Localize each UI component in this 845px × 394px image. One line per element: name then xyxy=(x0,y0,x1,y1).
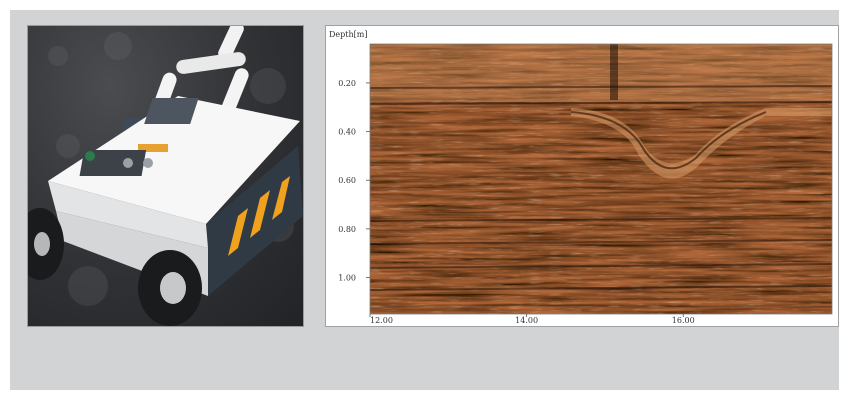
y-tick-label: 0.60 xyxy=(338,176,356,185)
radargram-chart: Depth[m] 0.20 0.40 0.60 0.80 1.00 12.00 14.00… xyxy=(326,26,838,326)
x-tick-label: 16.00 xyxy=(672,316,695,325)
gpr-cart-photo xyxy=(28,26,303,326)
y-tick-label: 0.80 xyxy=(338,225,356,234)
y-tick-label: 0.40 xyxy=(338,128,356,137)
gpr-cart-icon xyxy=(28,26,303,326)
radargram-image xyxy=(370,44,832,314)
x-tick-label: 14.00 xyxy=(515,316,538,325)
y-tick-label: 0.20 xyxy=(338,79,356,88)
y-tick-label: 1.00 xyxy=(338,274,356,283)
radargram-svg: Depth[m] 0.20 0.40 0.60 0.80 1.00 12.00 14.00… xyxy=(329,30,833,325)
y-axis-label: Depth[m] xyxy=(329,30,367,39)
x-tick-label: 12.00 xyxy=(370,316,393,325)
